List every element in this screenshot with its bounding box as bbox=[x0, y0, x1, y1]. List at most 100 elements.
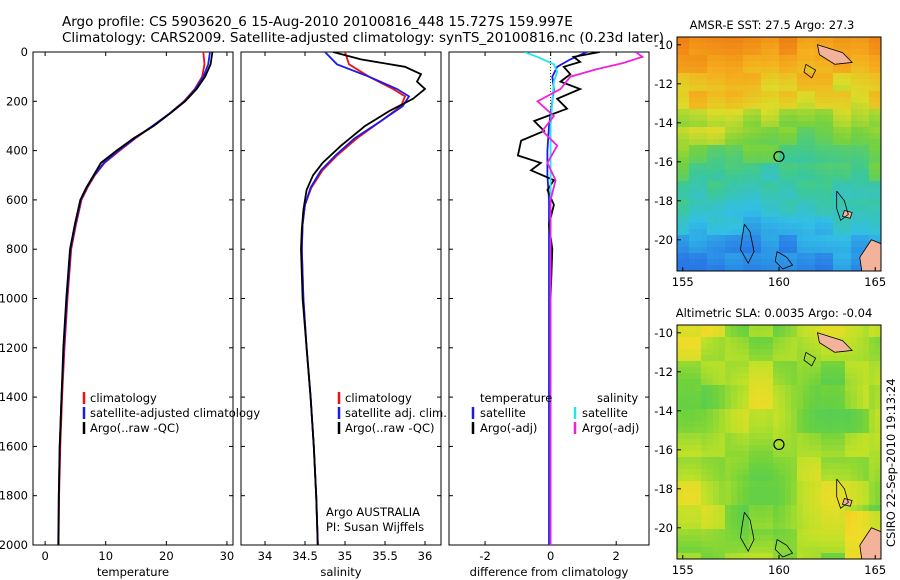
map-cell bbox=[767, 349, 773, 355]
map-cell bbox=[815, 91, 821, 97]
map-cell bbox=[785, 97, 791, 103]
map-cell bbox=[737, 259, 743, 265]
map-cell bbox=[791, 505, 797, 511]
map-cell bbox=[863, 97, 869, 103]
map-cell bbox=[815, 451, 821, 457]
map-cell bbox=[683, 511, 689, 517]
map-cell bbox=[689, 97, 695, 103]
map-cell bbox=[827, 457, 833, 463]
map-cell bbox=[719, 85, 725, 91]
map-cell bbox=[791, 55, 797, 61]
map-cell bbox=[785, 265, 791, 271]
x-tick-label: 35.5 bbox=[372, 549, 398, 563]
map-cell bbox=[839, 253, 845, 259]
map-cell bbox=[773, 451, 779, 457]
map-cell bbox=[797, 217, 803, 223]
map-cell bbox=[749, 241, 755, 247]
map-cell bbox=[725, 529, 731, 535]
map-cell bbox=[737, 241, 743, 247]
map-cell bbox=[743, 175, 749, 181]
map-cell bbox=[809, 85, 815, 91]
map-cell bbox=[791, 97, 797, 103]
map-cell bbox=[833, 415, 839, 421]
map-cell bbox=[713, 547, 719, 553]
map-cell bbox=[869, 337, 875, 343]
map-cell bbox=[767, 385, 773, 391]
map-cell bbox=[779, 223, 785, 229]
map-cell bbox=[701, 91, 707, 97]
map-cell bbox=[809, 523, 815, 529]
map-cell bbox=[839, 163, 845, 169]
island-shape bbox=[816, 332, 853, 353]
map-cell bbox=[707, 127, 713, 133]
map-cell bbox=[827, 247, 833, 253]
map-cell bbox=[683, 223, 689, 229]
map-cell bbox=[737, 85, 743, 91]
map-cell bbox=[713, 337, 719, 343]
lon-tick-label: 160 bbox=[768, 275, 790, 289]
map-cell bbox=[839, 433, 845, 439]
map-cell bbox=[809, 427, 815, 433]
map-cell bbox=[695, 193, 701, 199]
map-cell bbox=[773, 79, 779, 85]
map-cell bbox=[839, 331, 845, 337]
map-cell bbox=[875, 55, 881, 61]
map-cell bbox=[731, 499, 737, 505]
map-cell bbox=[725, 127, 731, 133]
lat-tick-label: -14 bbox=[654, 116, 673, 130]
map-cell bbox=[707, 139, 713, 145]
map-cell bbox=[827, 229, 833, 235]
map-cell bbox=[821, 229, 827, 235]
map-cell bbox=[791, 229, 797, 235]
map-cell bbox=[845, 115, 851, 121]
map-cell bbox=[737, 325, 743, 331]
map-cell bbox=[773, 121, 779, 127]
map-cell bbox=[743, 487, 749, 493]
map-cell bbox=[761, 373, 767, 379]
map-cell bbox=[785, 151, 791, 157]
map-cell bbox=[803, 217, 809, 223]
map-cell bbox=[683, 535, 689, 541]
map-cell bbox=[803, 325, 809, 331]
map-cell bbox=[851, 535, 857, 541]
map-cell bbox=[683, 499, 689, 505]
map-cell bbox=[767, 343, 773, 349]
map-cell bbox=[767, 463, 773, 469]
map-cell bbox=[677, 247, 683, 253]
map-cell bbox=[701, 403, 707, 409]
map-cell bbox=[773, 61, 779, 67]
map-cell bbox=[731, 511, 737, 517]
map-cell bbox=[785, 493, 791, 499]
map-cell bbox=[755, 67, 761, 73]
map-cell bbox=[851, 109, 857, 115]
map-cell bbox=[845, 193, 851, 199]
map-cell bbox=[761, 133, 767, 139]
map-cell bbox=[689, 169, 695, 175]
map-cell bbox=[725, 97, 731, 103]
map-cell bbox=[827, 259, 833, 265]
map-cell bbox=[827, 481, 833, 487]
map-cell bbox=[737, 217, 743, 223]
map-cell bbox=[677, 49, 683, 55]
map-cell bbox=[869, 91, 875, 97]
map-cell bbox=[683, 145, 689, 151]
map-cell bbox=[809, 169, 815, 175]
map-cell bbox=[725, 493, 731, 499]
sla-map-title: Altimetric SLA: 0.0035 Argo: -0.04 bbox=[676, 306, 873, 320]
map-cell bbox=[737, 349, 743, 355]
map-cell bbox=[851, 415, 857, 421]
map-cell bbox=[869, 169, 875, 175]
map-cell bbox=[725, 139, 731, 145]
map-cell bbox=[821, 361, 827, 367]
map-cell bbox=[791, 157, 797, 163]
map-cell bbox=[785, 169, 791, 175]
map-cell bbox=[707, 325, 713, 331]
map-cell bbox=[785, 229, 791, 235]
map-cell bbox=[851, 37, 857, 43]
map-cell bbox=[731, 43, 737, 49]
map-cell bbox=[737, 331, 743, 337]
map-cell bbox=[869, 421, 875, 427]
map-cell bbox=[863, 367, 869, 373]
map-cell bbox=[833, 247, 839, 253]
map-cell bbox=[803, 187, 809, 193]
